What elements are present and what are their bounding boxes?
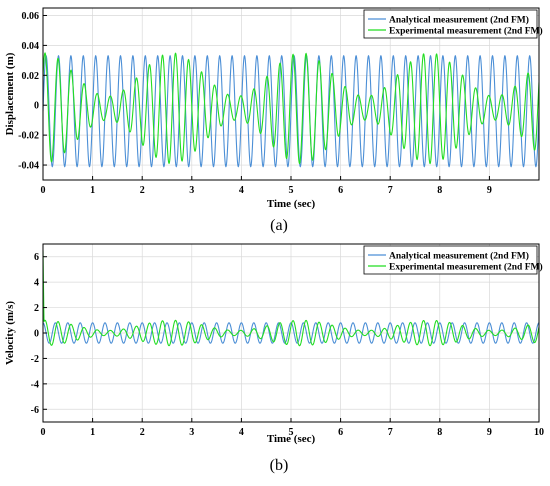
y-tick-label: -4 xyxy=(31,379,39,390)
panel-caption: (b) xyxy=(270,457,289,474)
x-tick-label: 9 xyxy=(487,185,492,196)
series-line-analytical xyxy=(43,54,539,168)
legend-entry: Analytical measurement (2nd FM) xyxy=(389,250,529,261)
y-tick-label: 0 xyxy=(34,101,39,112)
grid xyxy=(42,244,540,422)
series-line-experimental xyxy=(43,52,539,165)
y-tick-label: 6 xyxy=(34,252,39,263)
x-tick-label: 8 xyxy=(437,427,442,438)
y-tick-label: 0 xyxy=(34,329,39,340)
x-tick-label: 0 xyxy=(41,185,46,196)
y-tick-label: 0.06 xyxy=(22,11,40,22)
x-tick-label: 1 xyxy=(90,185,95,196)
y-axis-label: Velocity (m/s) xyxy=(4,301,16,365)
x-tick-label: 8 xyxy=(437,185,442,196)
legend: Analytical measurement (2nd FM)Experimen… xyxy=(363,9,543,39)
series-line-analytical xyxy=(43,322,539,344)
x-axis-label: Time (sec) xyxy=(267,433,316,445)
legend-box xyxy=(363,9,538,39)
x-tick-label: 6 xyxy=(338,185,343,196)
y-tick-label: 0.02 xyxy=(22,71,40,82)
panel-caption: (a) xyxy=(270,217,288,234)
legend-entry: Experimental measurement (2nd FM) xyxy=(389,261,543,272)
y-tick-label: -6 xyxy=(31,405,39,416)
x-tick-label: 1 xyxy=(90,427,95,438)
x-tick-label: 4 xyxy=(239,185,244,196)
legend-entry: Analytical measurement (2nd FM) xyxy=(389,14,529,25)
series-line-experimental xyxy=(43,250,539,347)
x-tick-label: 3 xyxy=(189,185,194,196)
y-tick-label: 0.04 xyxy=(22,41,40,52)
panel-a: 0 1 2 3 4 5 6 7 8 9 -0.04 -0.02 0 0.02 0.04 0.06 Time (s… xyxy=(4,7,543,234)
x-tick-label: 3 xyxy=(189,427,194,438)
legend-entry: Experimental measurement (2nd FM) xyxy=(389,25,543,36)
series-group xyxy=(43,52,539,168)
y-tick-label: -0.04 xyxy=(18,161,39,172)
y-tick-label: 4 xyxy=(34,278,39,289)
legend: Analytical measurement (2nd FM)Experimen… xyxy=(363,245,543,275)
x-tick-label: 7 xyxy=(388,185,393,196)
legend-box xyxy=(363,245,538,275)
panel-b: 0 1 2 3 4 5 6 7 8 9 10 -6 -4 -2 0 2 4 6 Time (sec) Velocity… xyxy=(4,243,544,474)
series-group xyxy=(43,250,539,347)
x-tick-label: 2 xyxy=(140,427,145,438)
x-tick-label: 4 xyxy=(239,427,244,438)
x-tick-label: 6 xyxy=(338,427,343,438)
y-tick-label: -2 xyxy=(31,354,39,365)
x-tick-label: 5 xyxy=(289,185,294,196)
x-tick-label: 9 xyxy=(487,427,492,438)
x-tick-label: 2 xyxy=(140,185,145,196)
x-axis-label: Time (sec) xyxy=(267,198,316,210)
x-tick-label: 10 xyxy=(534,427,544,438)
x-tick-label: 5 xyxy=(289,427,294,438)
y-tick-label: 2 xyxy=(34,303,39,314)
x-tick-label: 0 xyxy=(41,427,46,438)
x-tick-label: 7 xyxy=(388,427,393,438)
y-axis-label: Displacement (m) xyxy=(4,52,16,135)
y-tick-label: -0.02 xyxy=(18,131,39,142)
